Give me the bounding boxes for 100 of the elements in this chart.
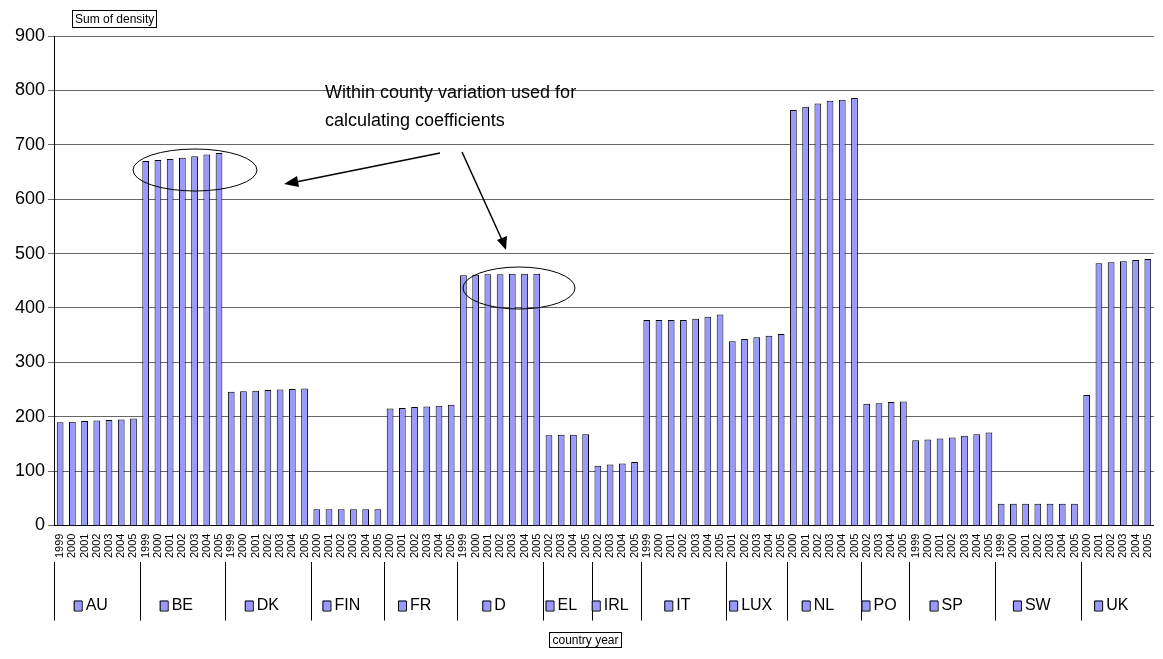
- legend-label: SP: [941, 595, 963, 613]
- x-tick-label: 2005: [774, 533, 787, 559]
- x-tick-label: 1999: [224, 533, 237, 559]
- x-tick-label: 2001: [77, 533, 90, 559]
- x-tick-label: 2005: [370, 533, 383, 559]
- legend-label: IT: [676, 595, 691, 613]
- x-tick-label: 2003: [1116, 533, 1129, 559]
- x-tick-label: 2005: [578, 533, 591, 559]
- x-tick-label: 2001: [664, 533, 677, 559]
- x-tick-label: 2001: [163, 533, 176, 559]
- y-tick-label: 500: [14, 242, 46, 263]
- y-tick-label: 100: [14, 460, 46, 481]
- x-tick-label: 2000: [786, 533, 799, 559]
- x-tick-label: 2002: [1104, 533, 1117, 559]
- x-tick-label: 2005: [981, 533, 994, 559]
- legend-label: PO: [873, 595, 897, 613]
- x-tick-label: 2005: [896, 533, 909, 559]
- x-tick-label: 2004: [969, 533, 982, 559]
- x-tick-label: 2000: [150, 533, 163, 559]
- x-tick-label: 2000: [652, 533, 664, 559]
- x-tick-label: 2002: [334, 533, 347, 559]
- x-tick-label: 2004: [358, 533, 371, 559]
- x-tick-label: 2003: [505, 533, 518, 559]
- legend-label: DK: [256, 595, 280, 613]
- x-tick-label: 2002: [493, 533, 506, 559]
- x-tick-label: 1999: [53, 533, 66, 559]
- x-tick-label: 2000: [1006, 533, 1019, 559]
- x-tick-label: 2001: [322, 533, 335, 559]
- x-tick-label: 2003: [102, 533, 115, 559]
- x-tick-label: 2004: [835, 533, 848, 559]
- x-tick-label: 2000: [920, 533, 933, 559]
- y-tick-label: 700: [14, 133, 46, 154]
- x-tick-label: 2004: [1055, 533, 1068, 559]
- x-tick-label: 2004: [566, 533, 579, 559]
- x-tick-label: 2002: [810, 533, 823, 559]
- x-tick-label: 1999: [138, 533, 151, 559]
- x-tick-label: 2005: [444, 533, 457, 559]
- y-tick-label: 600: [14, 188, 46, 209]
- x-tick-label: 1999: [639, 533, 652, 559]
- x-tick-label: 2005: [1067, 533, 1080, 559]
- x-tick-label: 2003: [957, 533, 970, 559]
- x-tick-label: 2005: [713, 533, 726, 559]
- x-tick-label: 2005: [212, 533, 225, 559]
- x-tick-label: 2001: [933, 533, 946, 559]
- x-tick-label: 2002: [1030, 533, 1043, 559]
- x-tick-label: 2002: [859, 533, 872, 559]
- x-tick-label: 2002: [89, 533, 102, 559]
- x-tick-label: 2002: [737, 533, 750, 559]
- legend-label: SW: [1024, 595, 1052, 613]
- x-tick-label: 2001: [1091, 533, 1104, 559]
- x-tick-label: 2002: [407, 533, 420, 559]
- x-tick-label: 2002: [676, 533, 689, 559]
- x-tick-label: 2004: [884, 533, 897, 559]
- x-tick-label: 2001: [480, 533, 493, 559]
- x-tick-label: 2003: [871, 533, 884, 559]
- x-tick-label: 2004: [700, 533, 713, 559]
- x-tick-label: 2000: [65, 533, 78, 559]
- x-tick-label: 2005: [297, 533, 310, 559]
- x-tick-label: 1999: [994, 533, 1007, 559]
- y-tick-label: 300: [14, 351, 46, 372]
- x-tick-label: 2004: [285, 533, 298, 559]
- x-tick-label: 2003: [346, 533, 359, 559]
- x-tick-label: 2005: [627, 533, 640, 559]
- x-tick-label: 2003: [419, 533, 432, 559]
- x-tick-label: 2005: [847, 533, 860, 559]
- x-tick-label: 2005: [126, 533, 139, 559]
- x-tick-label: 2002: [542, 533, 555, 559]
- legend-label: BE: [171, 595, 194, 613]
- legend-label: IRL: [603, 595, 629, 613]
- x-tick-label: 2000: [1079, 533, 1092, 559]
- x-tick-label: 2002: [590, 533, 603, 559]
- x-tick-label: 2003: [603, 533, 616, 559]
- x-tick-label: 2003: [273, 533, 286, 559]
- x-tick-label: 2005: [529, 533, 542, 559]
- x-tick-label: 2003: [1043, 533, 1056, 559]
- x-tick-label: 2003: [749, 533, 762, 559]
- legend-label: EL: [557, 595, 578, 613]
- x-tick-label: 2001: [798, 533, 811, 559]
- y-tick-label: 200: [14, 405, 46, 426]
- x-tick-label: 2004: [615, 533, 628, 559]
- x-tick-label: 2002: [260, 533, 273, 559]
- x-tick-label: 2001: [725, 533, 738, 559]
- y-tick-label: 400: [14, 296, 46, 317]
- legend-label: FIN: [334, 595, 361, 613]
- y-tick-label: 900: [14, 24, 46, 45]
- x-tick-label: 2004: [199, 533, 212, 559]
- x-tick-label: 2005: [1140, 533, 1153, 559]
- x-tick-label: 2002: [175, 533, 188, 559]
- x-tick-label: 2003: [554, 533, 567, 559]
- y-axis-title: Sum of density: [72, 10, 158, 28]
- x-tick-label: 2002: [945, 533, 958, 559]
- x-tick-label: 2003: [187, 533, 200, 559]
- legend-label: AU: [85, 595, 108, 613]
- x-tick-label: 2000: [468, 533, 481, 559]
- x-tick-label: 2004: [432, 533, 445, 559]
- x-tick-label: 2000: [309, 533, 322, 559]
- x-tick-label: 2001: [395, 533, 408, 559]
- x-tick-label: 2004: [761, 533, 774, 559]
- y-tick-label: 800: [14, 79, 46, 100]
- x-tick-label: 2004: [1128, 533, 1141, 559]
